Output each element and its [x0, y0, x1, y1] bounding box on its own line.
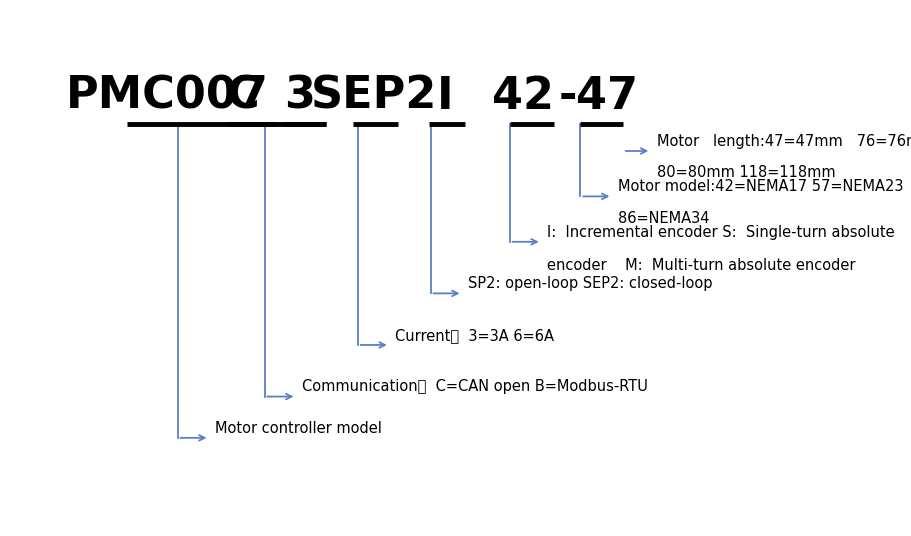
Text: 3: 3 [283, 75, 314, 118]
Text: 86=NEMA34: 86=NEMA34 [618, 211, 709, 226]
Text: 47: 47 [576, 75, 638, 118]
Text: Current：  3=3A 6=6A: Current： 3=3A 6=6A [394, 328, 554, 343]
Text: 42: 42 [491, 75, 553, 118]
Text: Motor controller model: Motor controller model [215, 421, 382, 436]
Text: encoder    M:  Multi-turn absolute encoder: encoder M: Multi-turn absolute encoder [547, 258, 855, 273]
Text: SEP2: SEP2 [311, 75, 436, 118]
Text: -: - [558, 75, 577, 118]
Text: Motor model:42=NEMA17 57=NEMA23: Motor model:42=NEMA17 57=NEMA23 [618, 180, 903, 195]
Text: PMC007: PMC007 [66, 75, 268, 118]
Text: SP2: open-loop SEP2: closed-loop: SP2: open-loop SEP2: closed-loop [467, 277, 711, 292]
Text: Communication：  C=CAN open B=Modbus-RTU: Communication： C=CAN open B=Modbus-RTU [302, 379, 647, 394]
Text: 80=80mm 118=118mm: 80=80mm 118=118mm [656, 165, 834, 180]
Text: Motor   length:47=47mm   76=76mm: Motor length:47=47mm 76=76mm [656, 134, 911, 149]
Text: I:  Incremental encoder S:  Single-turn absolute: I: Incremental encoder S: Single-turn ab… [547, 225, 894, 240]
Text: C: C [226, 75, 259, 118]
Text: I: I [436, 75, 453, 118]
